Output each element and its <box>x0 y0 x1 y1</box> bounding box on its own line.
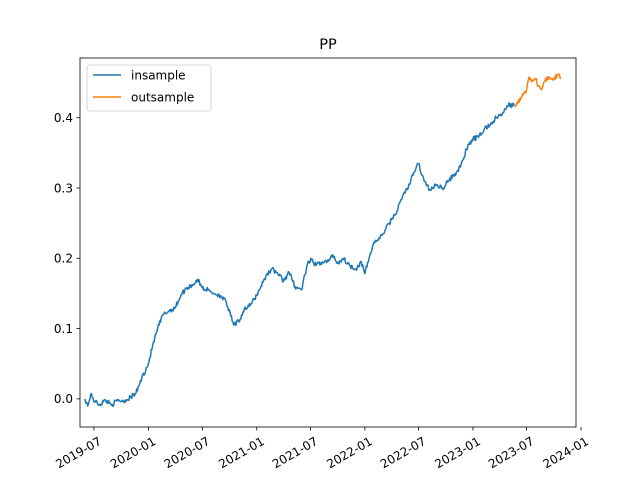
plot-frame <box>79 57 577 428</box>
series-layer <box>84 73 562 408</box>
legend-label-outsample: outsample <box>131 91 194 105</box>
y-tick-label: 0.2 <box>54 252 73 266</box>
legend: insample outsample <box>86 64 212 112</box>
series-line-insample <box>84 102 515 408</box>
y-tick-label: 0.0 <box>54 392 73 406</box>
legend-label-insample: insample <box>131 69 186 83</box>
plot-area <box>80 58 576 427</box>
series-line-outsample <box>513 73 562 108</box>
chart-title: PP <box>319 37 337 53</box>
y-tick-label: 0.3 <box>54 181 73 195</box>
y-tick-label: 0.4 <box>54 111 73 125</box>
legend-box <box>86 64 212 112</box>
y-axis: 0.0 0.1 0.2 0.3 0.4 <box>54 111 80 406</box>
y-tick-label: 0.1 <box>54 322 73 336</box>
